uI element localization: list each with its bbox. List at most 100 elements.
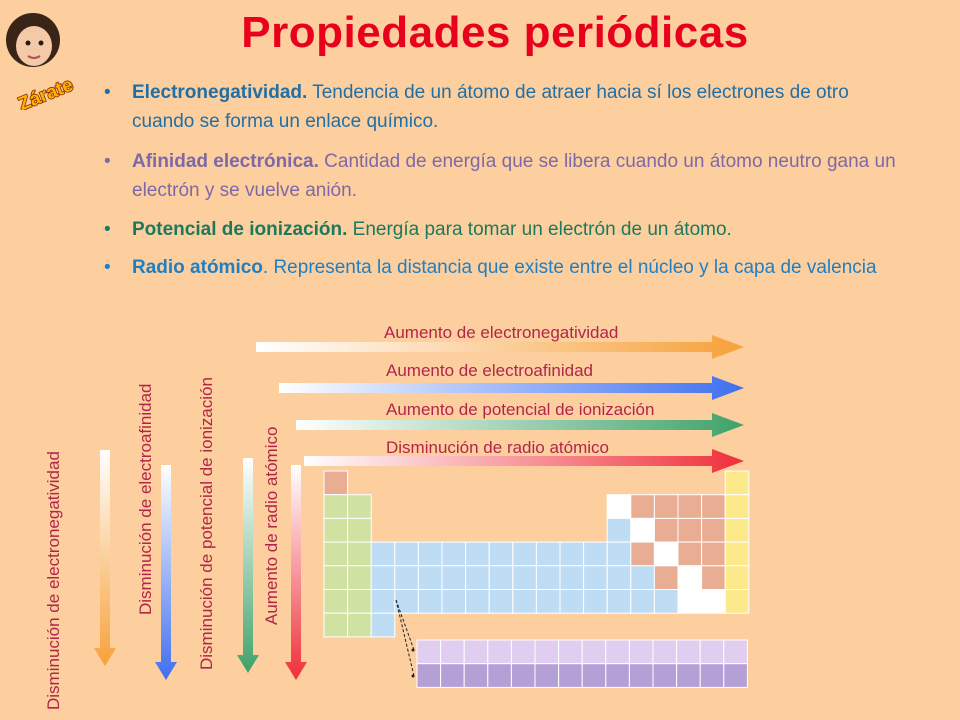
bullet-term: Electronegatividad. (132, 82, 308, 103)
element-cell-actinide (676, 663, 701, 688)
element-cell-d-block (535, 541, 561, 567)
element-cell-d-block (559, 565, 585, 590)
element-cell-lanthanide (510, 639, 536, 665)
element-cell-actinide (699, 663, 725, 688)
element-cell-d-block (465, 589, 490, 614)
element-cell-d-block (417, 565, 443, 590)
arrow-aumento-potencial-ionizacion: Aumento de potencial de ionización (296, 400, 744, 437)
periodic-table (323, 470, 750, 688)
element-cell-p-block (653, 494, 679, 519)
element-cell-d-block (606, 565, 632, 590)
element-cell-noble-gas (724, 589, 750, 614)
element-cell-p-block (701, 541, 726, 567)
element-cell-p-block (701, 517, 726, 543)
element-cell-noble-gas (724, 470, 750, 496)
arrow-disminucion-electronegatividad: Disminución de electronegatividad (44, 450, 116, 710)
element-cell-d-block (606, 541, 632, 567)
element-cell-d-block (559, 589, 585, 614)
arrow-disminucion-electroafinidad: Disminución de electroafinidad (136, 383, 177, 680)
element-cell-p-block (701, 565, 726, 590)
element-cell-p-block (677, 494, 703, 519)
arrow-label: Disminución de radio atómico (386, 438, 609, 457)
page-title: Propiedades periódicas (241, 8, 749, 57)
element-cell-d-block (441, 565, 467, 590)
element-cell-d-block (488, 541, 514, 567)
bullet-term: Afinidad electrónica. (132, 151, 319, 172)
element-cell-actinide (487, 663, 512, 688)
arrow-disminucion-radio-atomico: Disminución de radio atómico (304, 438, 744, 473)
element-cell-s-block (347, 589, 372, 614)
element-cell-actinide (558, 663, 583, 688)
element-cell-lanthanide (416, 639, 442, 665)
element-cell-d-block (465, 565, 490, 590)
element-cell-actinide (581, 663, 607, 688)
element-cell-p-block (606, 494, 632, 519)
element-cell-lanthanide (628, 639, 654, 665)
bullet-term: Potencial de ionización. (132, 219, 348, 240)
element-cell-d-block (370, 565, 396, 590)
element-cell-p-block (653, 565, 679, 590)
element-cell-noble-gas (724, 494, 750, 519)
element-cell-d-block (488, 589, 514, 614)
element-cell-d-block (583, 589, 608, 614)
element-cell-d-block (370, 541, 396, 567)
element-cell-d-block (394, 541, 419, 567)
element-cell-d-block (465, 541, 490, 567)
element-cell-s-block (347, 494, 372, 519)
element-cell-d-block (441, 541, 467, 567)
arrow-label: Disminución de potencial de ionización (197, 377, 216, 670)
arrow-aumento-radio-atomico: Aumento de radio atómico (262, 427, 307, 680)
element-cell-actinide (605, 663, 630, 688)
arrow-label: Aumento de radio atómico (262, 427, 281, 625)
arrow-label: Disminución de electronegatividad (44, 451, 63, 710)
element-cell-d-block (370, 612, 396, 638)
element-cell-d-block (417, 541, 443, 567)
avatar (6, 13, 60, 67)
element-cell-p-block (653, 517, 679, 543)
element-cell-lanthanide (463, 639, 489, 665)
element-cell-lanthanide (440, 639, 465, 665)
element-cell-d-block (653, 589, 679, 614)
element-cell-d-block (512, 565, 537, 590)
f-block-connectors (395, 599, 415, 678)
element-cell-lanthanide (487, 639, 512, 665)
element-cell-p-block (630, 541, 655, 567)
element-cell-hydrogen (323, 470, 349, 496)
element-cell-d-block (512, 541, 537, 567)
element-cell-lanthanide (605, 639, 630, 665)
element-cell-p-block (701, 589, 726, 614)
arrow-label: Aumento de electronegatividad (384, 323, 618, 342)
element-cell-s-block (323, 565, 349, 590)
element-cell-d-block (606, 589, 632, 614)
element-cell-p-block (653, 541, 679, 567)
element-cell-d-block (583, 565, 608, 590)
element-cell-s-block (347, 541, 372, 567)
element-cell-d-block (559, 541, 585, 567)
element-cell-d-block (394, 589, 419, 614)
element-cell-lanthanide (699, 639, 725, 665)
element-cell-d-block (535, 565, 561, 590)
element-cell-p-block (630, 494, 655, 519)
bullet-definition: Tendencia de un átomo de atraer hacia sí… (132, 82, 849, 132)
bullet-definition: Energía para tomar un electrón de un áto… (352, 219, 732, 240)
arrow-aumento-electroafinidad: Aumento de electroafinidad (279, 361, 744, 400)
element-cell-actinide (628, 663, 654, 688)
bullet-definition: . Representa la distancia que existe ent… (262, 257, 877, 278)
element-cell-d-block (512, 589, 537, 614)
element-cell-noble-gas (724, 517, 750, 543)
element-cell-p-block (701, 494, 726, 519)
element-cell-lanthanide (581, 639, 607, 665)
arrow-label: Aumento de electroafinidad (386, 361, 593, 380)
element-cell-s-block (347, 612, 372, 638)
element-cell-lanthanide (558, 639, 583, 665)
element-cell-s-block (323, 589, 349, 614)
arrow-aumento-electronegatividad: Aumento de electronegatividad (256, 323, 744, 359)
element-cell-lanthanide (534, 639, 560, 665)
logo: Zárate (6, 13, 77, 110)
element-cell-d-block (488, 565, 514, 590)
arrow-label: Aumento de potencial de ionización (386, 400, 654, 419)
element-cell-p-block (630, 517, 655, 543)
element-cell-lanthanide (676, 639, 701, 665)
element-cell-p-block (677, 565, 703, 590)
